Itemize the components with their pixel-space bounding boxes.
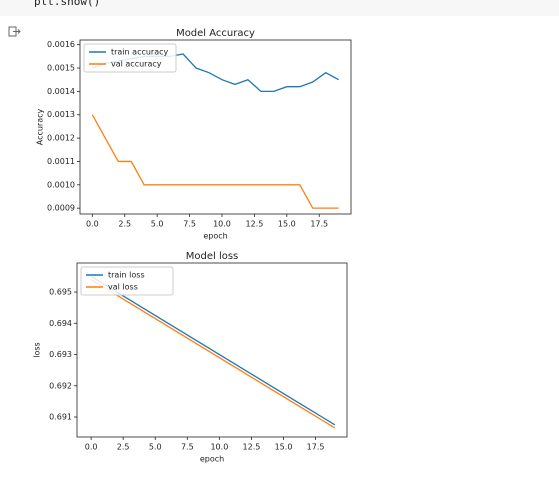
x-tick-label: 15.0 bbox=[275, 443, 293, 452]
x-tick-label: 12.5 bbox=[245, 220, 263, 229]
x-tick-label: 10.0 bbox=[210, 443, 228, 452]
legend-label: train accuracy bbox=[111, 48, 169, 57]
legend-box bbox=[83, 43, 177, 73]
x-tick-label: 5.0 bbox=[151, 220, 164, 229]
y-tick-label: 0.0010 bbox=[47, 180, 75, 189]
y-tick-label: 0.0015 bbox=[47, 64, 75, 73]
x-tick-label: 0.0 bbox=[86, 220, 99, 229]
y-tick-label: 0.691 bbox=[49, 413, 72, 422]
legend-box bbox=[80, 266, 174, 296]
x-axis-label: epoch bbox=[200, 455, 224, 464]
x-tick-label: 5.0 bbox=[149, 443, 162, 452]
y-tick-label: 0.0013 bbox=[47, 110, 75, 119]
x-tick-label: 2.5 bbox=[118, 220, 131, 229]
y-tick-label: 0.695 bbox=[49, 288, 72, 297]
y-axis-label: loss bbox=[33, 342, 42, 357]
y-tick-label: 0.0014 bbox=[47, 87, 75, 96]
x-tick-label: 17.5 bbox=[310, 220, 328, 229]
legend-label: val loss bbox=[108, 283, 138, 292]
y-axis-label: Accuracy bbox=[36, 108, 45, 145]
output-icon bbox=[8, 26, 21, 37]
legend-label: val accuracy bbox=[111, 60, 162, 69]
chart-title: Model loss bbox=[186, 251, 239, 262]
x-tick-label: 7.5 bbox=[183, 220, 196, 229]
chart-title: Model Accuracy bbox=[176, 28, 255, 39]
code-text: plt.show() bbox=[34, 0, 100, 8]
x-axis-label: epoch bbox=[203, 232, 227, 241]
axes-frame bbox=[76, 262, 348, 438]
data-line bbox=[90, 275, 336, 426]
y-tick-label: 0.0011 bbox=[47, 157, 75, 166]
legend: train accuracy val accuracy bbox=[83, 43, 177, 73]
x-tick-label: 7.5 bbox=[181, 443, 194, 452]
data-line bbox=[90, 279, 336, 429]
code-cell bbox=[0, 0, 559, 16]
y-tick-label: 0.692 bbox=[49, 381, 72, 390]
y-tick-label: 0.0009 bbox=[47, 204, 75, 213]
data-line bbox=[91, 114, 339, 209]
y-tick-label: 0.694 bbox=[49, 319, 72, 328]
x-tick-label: 10.0 bbox=[213, 220, 231, 229]
y-tick-label: 0.693 bbox=[49, 350, 72, 359]
axes-frame bbox=[79, 39, 352, 215]
x-tick-label: 17.5 bbox=[307, 443, 325, 452]
legend-label: train loss bbox=[108, 271, 145, 280]
x-tick-label: 2.5 bbox=[117, 443, 130, 452]
y-tick-label: 0.0012 bbox=[47, 134, 75, 143]
y-tick-label: 0.0016 bbox=[47, 40, 75, 49]
x-tick-label: 15.0 bbox=[278, 220, 296, 229]
legend: train loss val loss bbox=[80, 266, 174, 296]
x-tick-label: 12.5 bbox=[243, 443, 261, 452]
x-tick-label: 0.0 bbox=[85, 443, 98, 452]
